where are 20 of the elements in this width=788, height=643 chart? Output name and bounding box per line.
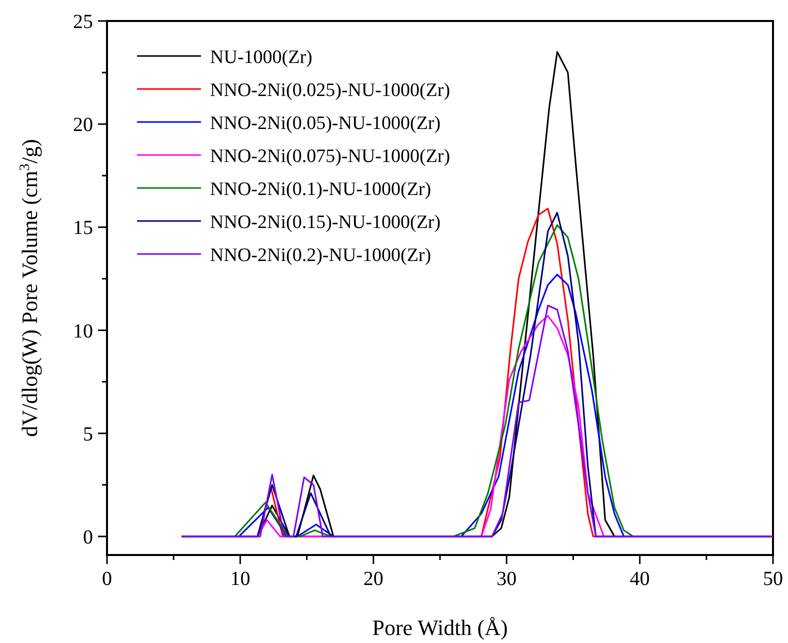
x-tick-label: 10 (230, 568, 250, 590)
legend-label: NNO-2Ni(0.15)-NU-1000(Zr) (210, 212, 441, 233)
legend-label: NU-1000(Zr) (210, 47, 312, 68)
x-tick-label: 40 (630, 568, 650, 590)
legend-label: NNO-2Ni(0.075)-NU-1000(Zr) (210, 146, 450, 167)
y-tick-label: 10 (73, 320, 93, 342)
x-tick-label: 50 (763, 568, 783, 590)
y-tick-label: 15 (73, 217, 93, 240)
x-tick-label: 0 (102, 568, 112, 590)
y-tick-label: 25 (73, 11, 93, 33)
x-axis-title: Pore Width (Å) (372, 615, 508, 640)
legend-label: NNO-2Ni(0.2)-NU-1000(Zr) (210, 245, 432, 266)
y-tick-label: 0 (83, 526, 93, 548)
y-tick-label: 5 (83, 423, 93, 446)
x-tick-label: 20 (363, 568, 384, 590)
x-tick-label: 30 (496, 568, 517, 590)
y-tick-label: 20 (73, 114, 93, 136)
legend-label: NNO-2Ni(0.1)-NU-1000(Zr) (210, 179, 432, 200)
legend-label: NNO-2Ni(0.025)-NU-1000(Zr) (210, 80, 450, 101)
legend-label: NNO-2Ni(0.05)-NU-1000(Zr) (210, 113, 441, 134)
